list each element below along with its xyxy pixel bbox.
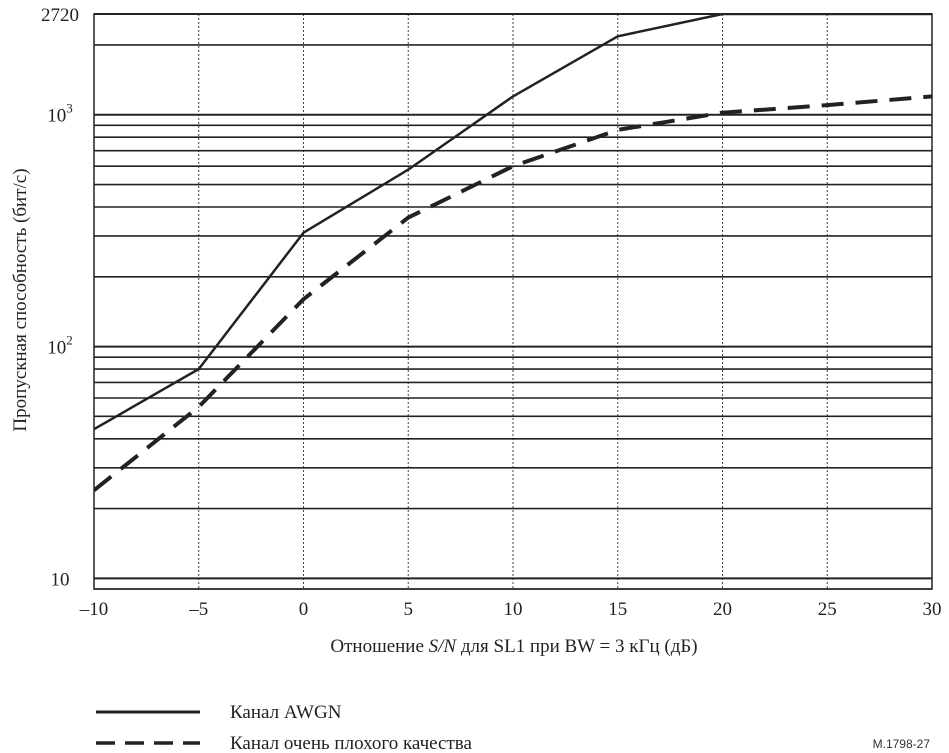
y-tick-label: 2720 <box>41 5 79 26</box>
series-line-bad-channel <box>94 94 932 492</box>
y-axis-label: Пропускная способность (бит/с) <box>10 168 31 431</box>
x-tick-label: 15 <box>608 599 627 620</box>
x-tick-label: 0 <box>299 599 309 620</box>
x-axis-label: Отношение S/N для SL1 при BW = 3 кГц (дБ… <box>330 636 697 657</box>
x-tick-label: –10 <box>79 599 109 620</box>
legend-label-bad-channel: Канал очень плохого качества <box>230 733 472 753</box>
legend: Канал AWGN Канал очень плохого качества <box>96 702 472 753</box>
figure-id: M.1798-27 <box>873 737 931 751</box>
x-tick-label: 20 <box>713 599 732 620</box>
y-tick-label: 103 <box>47 101 73 127</box>
legend-label-awgn: Канал AWGN <box>230 702 342 723</box>
plot-frame <box>93 13 933 590</box>
series-group <box>94 14 932 492</box>
x-tick-label: 10 <box>504 599 523 620</box>
x-tick-label: –5 <box>188 599 208 620</box>
y-tick-label: 102 <box>47 333 73 359</box>
y-ticks: 10 102 103 2720 <box>41 5 79 590</box>
grid <box>94 13 932 590</box>
x-tick-label: 30 <box>923 599 942 620</box>
x-ticks: –10 –5 0 5 10 15 20 25 30 <box>79 599 942 620</box>
series-line-awgn <box>94 14 932 431</box>
x-tick-label: 5 <box>404 599 414 620</box>
y-tick-label: 10 <box>51 569 70 590</box>
x-tick-label: 25 <box>818 599 837 620</box>
